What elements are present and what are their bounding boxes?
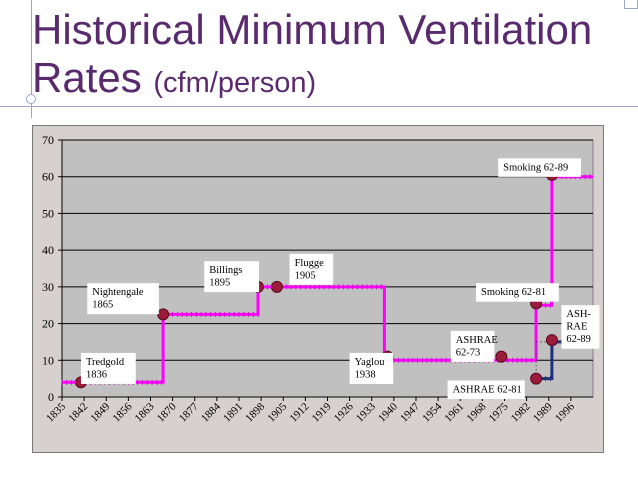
annotation-label: ASH-: [566, 309, 591, 320]
annotation-box: [80, 352, 136, 384]
annotation-label: Nightengale: [92, 287, 144, 298]
x-tick-label: 1961: [442, 401, 466, 425]
annotation-label: 1895: [209, 278, 230, 289]
x-tick-label: 1933: [354, 400, 378, 424]
annotation-box: [561, 305, 600, 349]
decor-horizontal-rule: [0, 106, 638, 107]
x-tick-label: 1863: [133, 400, 157, 424]
data-marker: [530, 372, 543, 385]
annotation-box: [204, 261, 260, 293]
annotation-box: [289, 253, 334, 285]
data-marker: [157, 308, 170, 321]
annotation-label: RAE: [566, 322, 587, 333]
x-tick-label: 1884: [199, 400, 223, 424]
x-tick-label: 1919: [310, 400, 334, 424]
annotation-box: [349, 352, 394, 384]
annotation-label: Smoking 62-89: [503, 162, 568, 173]
title-main: Rates: [32, 54, 142, 101]
annotation-label: 1865: [92, 300, 113, 311]
annotation-label: 62-89: [566, 334, 591, 345]
y-tick-label: 30: [42, 280, 54, 294]
x-tick-label: 1989: [531, 400, 555, 424]
data-marker: [545, 334, 558, 347]
y-tick-label: 40: [42, 243, 54, 257]
title-line-2: Rates (cfm/person): [32, 54, 622, 107]
x-tick-label: 1891: [221, 401, 245, 425]
x-tick-label: 1954: [420, 400, 444, 424]
x-tick-label: 1947: [398, 400, 422, 424]
decor-corner-circle: [26, 94, 36, 104]
x-tick-label: 1898: [243, 400, 267, 424]
x-tick-label: 1968: [464, 400, 488, 424]
annotation-label: Yaglou: [355, 357, 386, 368]
title-line-1: Historical Minimum Ventilation: [32, 6, 593, 53]
x-tick-label: 1870: [155, 400, 179, 424]
annotation-label: 1836: [86, 369, 107, 380]
y-tick-label: 50: [42, 206, 54, 220]
annotation-label: Smoking 62-81: [481, 287, 546, 298]
annotation-box: [498, 158, 581, 177]
x-tick-label: 1905: [265, 400, 289, 424]
annotation-box: [447, 380, 525, 399]
x-tick-label: 1877: [177, 400, 201, 424]
annotation-label: Flugge: [295, 258, 325, 269]
x-tick-label: 1996: [553, 400, 577, 424]
data-marker: [495, 350, 508, 363]
annotation-label: 1905: [295, 270, 316, 281]
annotation-label: ASHRAE: [456, 335, 498, 346]
x-tick-label: 1912: [287, 401, 311, 425]
x-tick-label: 1926: [332, 400, 356, 424]
y-tick-label: 0: [48, 390, 54, 404]
x-tick-label: 1975: [487, 400, 511, 424]
decor-vertical-rule: [31, 0, 32, 118]
annotation-label: 1938: [355, 369, 376, 380]
annotation-label: Billings: [209, 265, 242, 276]
annotation-label: 62-73: [456, 347, 481, 358]
x-tick-label: 1842: [66, 401, 90, 425]
y-tick-label: 70: [42, 133, 54, 147]
annotation-box: [87, 283, 159, 315]
annotation-box: [476, 283, 559, 302]
title-unit: (cfm/person): [153, 67, 317, 99]
annotation-label: ASHRAE 62-81: [453, 384, 522, 395]
y-tick-label: 20: [42, 317, 54, 331]
data-marker: [270, 280, 283, 293]
slide-title: Historical Minimum Ventilation Rates (cf…: [32, 6, 622, 107]
x-tick-label: 1856: [110, 400, 134, 424]
x-tick-label: 1982: [509, 401, 533, 425]
annotation-label: Tredgold: [86, 357, 125, 368]
annotation-box: [450, 330, 495, 362]
x-tick-label: 1849: [88, 400, 112, 424]
x-tick-label: 1940: [376, 400, 400, 424]
y-tick-label: 60: [42, 170, 54, 184]
y-tick-label: 10: [42, 353, 54, 367]
